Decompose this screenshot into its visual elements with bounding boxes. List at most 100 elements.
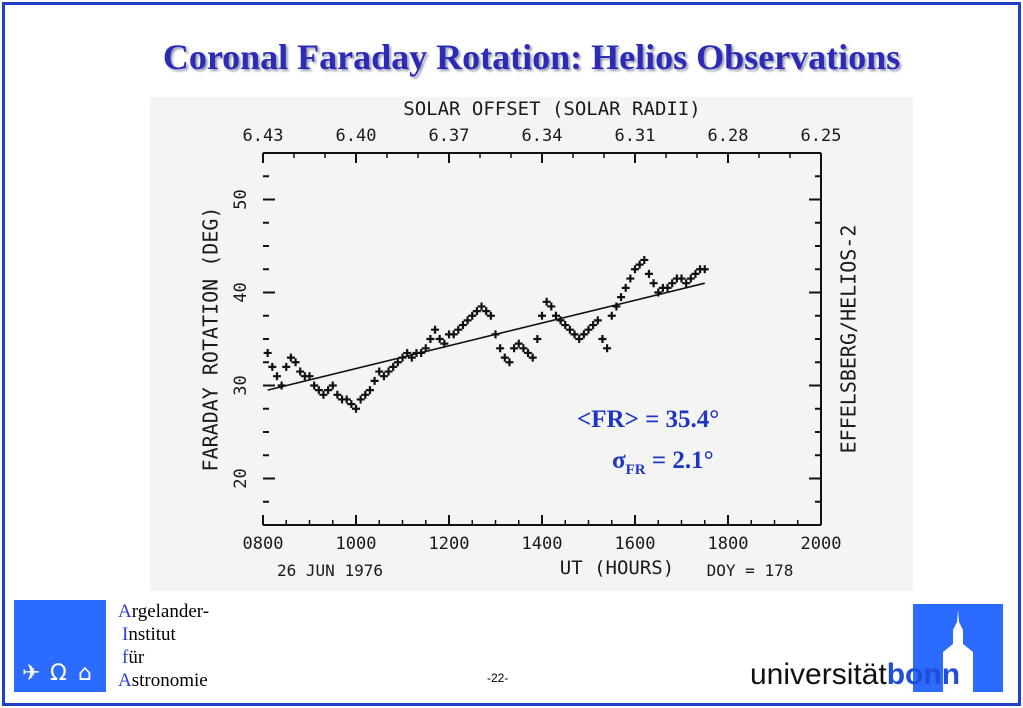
slide-title: Coronal Faraday Rotation: Helios Observa… bbox=[162, 37, 901, 77]
observatory-icon: ⌂ bbox=[78, 661, 92, 686]
data-point bbox=[486, 311, 495, 320]
y-tick-label: 40 bbox=[231, 282, 251, 302]
data-point bbox=[524, 348, 533, 357]
data-point bbox=[519, 344, 528, 353]
data-point bbox=[282, 362, 291, 371]
data-point bbox=[621, 283, 630, 292]
x-tick-label: 1800 bbox=[708, 534, 749, 554]
top-tick-label: 6.37 bbox=[429, 126, 470, 146]
aifa-word-rest: stronomie bbox=[131, 670, 208, 691]
data-point bbox=[361, 390, 370, 399]
data-point bbox=[398, 353, 407, 362]
data-point bbox=[417, 348, 426, 357]
data-point bbox=[352, 404, 360, 413]
aifa-word-rest: rgelander- bbox=[131, 601, 210, 622]
data-point bbox=[268, 362, 277, 371]
data-point bbox=[598, 335, 607, 343]
data-point bbox=[561, 321, 570, 330]
data-point bbox=[463, 316, 472, 325]
trend-line bbox=[267, 282, 705, 391]
data-point bbox=[626, 274, 635, 283]
data-point bbox=[328, 381, 337, 390]
data-point bbox=[654, 288, 663, 297]
data-point bbox=[668, 279, 677, 288]
data-point bbox=[565, 325, 574, 334]
y-tick-label: 20 bbox=[231, 468, 251, 488]
aifa-name: Argelander- Institut für Astronomie bbox=[118, 600, 209, 692]
data-point bbox=[542, 297, 551, 306]
data-point bbox=[440, 339, 449, 348]
doy-label: DOY = 178 bbox=[707, 561, 794, 580]
right-axis-title: EFFELSBERG/HELIOS-2 bbox=[837, 225, 861, 454]
data-point bbox=[528, 353, 537, 362]
x-tick-label: 0800 bbox=[243, 534, 284, 554]
page-number: -22- bbox=[487, 671, 509, 685]
data-point bbox=[458, 321, 467, 330]
aifa-name-line: Astronomie bbox=[118, 669, 209, 692]
data-point bbox=[677, 274, 686, 283]
data-point bbox=[375, 367, 384, 376]
data-point bbox=[291, 358, 300, 367]
data-point bbox=[649, 279, 658, 288]
x-tick-label: 1400 bbox=[522, 534, 563, 554]
data-point bbox=[263, 348, 272, 357]
data-point bbox=[305, 372, 314, 381]
data-point bbox=[370, 376, 379, 385]
data-point bbox=[575, 335, 584, 343]
data-point bbox=[435, 335, 444, 343]
data-point bbox=[686, 274, 695, 283]
data-point bbox=[663, 283, 672, 292]
data-point bbox=[593, 316, 602, 325]
data-point bbox=[389, 362, 398, 371]
data-point bbox=[347, 400, 356, 409]
aifa-initial: I bbox=[122, 624, 129, 645]
omega-icon: Ω bbox=[50, 661, 67, 686]
bonn-logo bbox=[913, 604, 1003, 692]
data-point bbox=[644, 269, 653, 278]
data-point bbox=[547, 302, 556, 311]
y-tick-label: 30 bbox=[231, 375, 251, 395]
data-point bbox=[500, 353, 509, 362]
data-point bbox=[631, 265, 639, 274]
data-point bbox=[384, 367, 393, 376]
data-point bbox=[635, 260, 644, 269]
data-point bbox=[491, 330, 500, 339]
sigma-subscript: FR bbox=[625, 462, 646, 478]
university-building-icon bbox=[943, 610, 973, 692]
data-point bbox=[310, 381, 319, 390]
data-point bbox=[454, 325, 463, 334]
mean-fr-label: <FR> = 35.4° bbox=[577, 406, 720, 433]
aifa-name-line: für bbox=[118, 646, 209, 669]
data-point bbox=[324, 386, 333, 395]
data-point bbox=[426, 335, 435, 343]
data-point bbox=[533, 335, 542, 343]
data-point bbox=[579, 330, 588, 339]
x-tick-label: 1200 bbox=[429, 534, 470, 554]
top-tick-label: 6.43 bbox=[243, 126, 284, 146]
top-axis-title: SOLAR OFFSET (SOLAR RADII) bbox=[403, 98, 700, 120]
data-point bbox=[607, 311, 616, 320]
data-point bbox=[319, 390, 328, 399]
aifa-initial: f bbox=[122, 647, 129, 668]
sigma-symbol: σ bbox=[612, 447, 626, 474]
top-tick-label: 6.34 bbox=[522, 126, 563, 146]
data-point bbox=[612, 302, 621, 311]
data-point bbox=[431, 325, 440, 334]
data-point bbox=[472, 307, 481, 316]
bonn-text-bonn: bonn bbox=[886, 658, 961, 691]
x-tick-label: 1000 bbox=[336, 534, 377, 554]
data-point bbox=[272, 372, 281, 381]
x-tick-label: 2000 bbox=[801, 534, 842, 554]
data-point bbox=[496, 344, 505, 353]
data-point bbox=[407, 353, 416, 362]
data-point bbox=[393, 358, 402, 367]
x-axis-title: UT (HOURS) bbox=[560, 557, 674, 579]
data-point bbox=[514, 339, 523, 348]
faraday-rotation-chart: 0800 1000 1200 1400 1600 1800 2000 6.43 6.40 6.37… bbox=[199, 98, 861, 580]
data-point bbox=[403, 348, 412, 357]
data-point bbox=[603, 344, 612, 353]
data-point bbox=[700, 265, 709, 274]
data-point bbox=[449, 330, 458, 339]
telescope-icon: ✈ bbox=[22, 661, 41, 686]
data-point bbox=[589, 321, 598, 330]
